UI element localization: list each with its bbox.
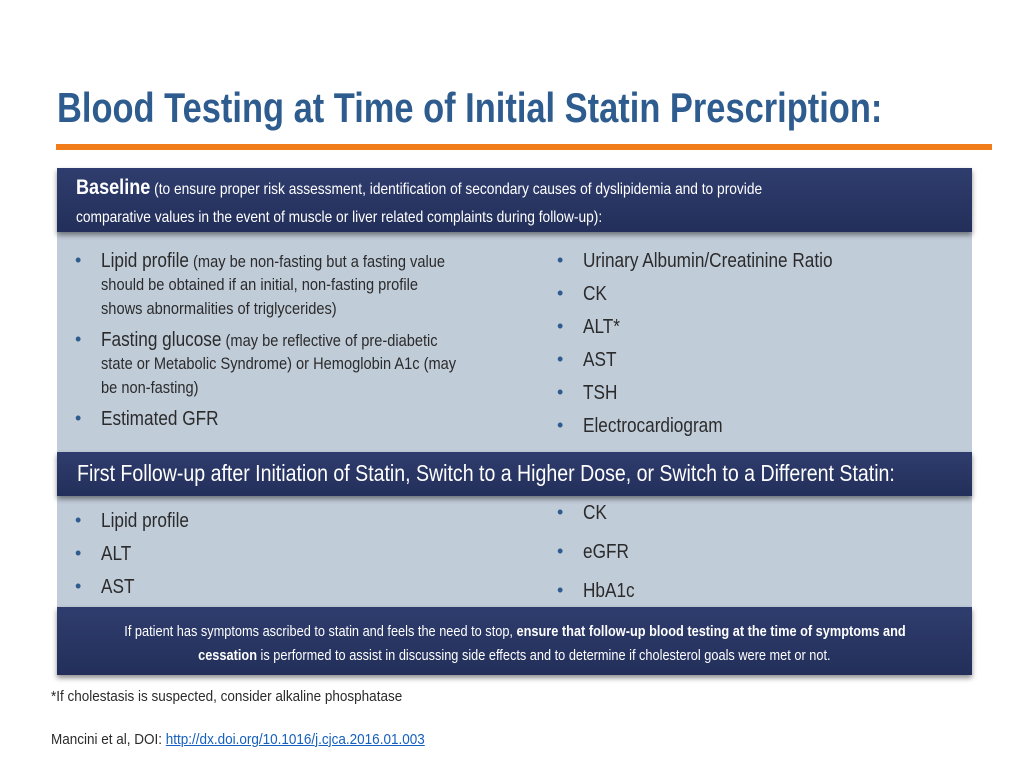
bullet-icon: • — [557, 283, 564, 303]
bullet-icon: • — [557, 541, 564, 561]
symptoms-note-banner: If patient has symptoms ascribed to stat… — [57, 607, 972, 675]
list-item: • Electrocardiogram — [557, 415, 723, 437]
baseline-left-list: • Lipid profile (may be non-fasting but … — [75, 250, 515, 439]
bullet-icon: • — [557, 349, 564, 369]
bullet-icon: • — [75, 543, 82, 563]
bullet-icon: • — [557, 415, 564, 435]
bullet-icon: • — [557, 382, 564, 402]
bullet-icon: • — [75, 329, 82, 349]
bullet-icon: • — [557, 502, 564, 522]
baseline-panel — [57, 225, 972, 452]
list-item: • HbA1c — [557, 580, 635, 602]
baseline-banner: Baseline (to ensure proper risk assessme… — [57, 168, 972, 232]
followup-heading: First Follow-up after Initiation of Stat… — [77, 460, 895, 486]
list-item: • ALT — [75, 543, 132, 565]
followup-panel — [57, 492, 972, 610]
slide-title: Blood Testing at Time of Initial Statin … — [57, 84, 883, 131]
list-item: • TSH — [557, 382, 618, 404]
bullet-icon: • — [557, 580, 564, 600]
bullet-icon: • — [75, 576, 82, 596]
list-item: • Lipid profile (may be non-fasting but … — [75, 250, 445, 318]
list-item: • Estimated GFR — [75, 408, 219, 430]
baseline-right-list: • Urinary Albumin/Creatinine Ratio • CK • A… — [557, 250, 967, 448]
bullet-icon: • — [557, 250, 564, 270]
followup-right-list: • CK • eGFR • HbA1c — [557, 502, 967, 619]
followup-left-list: • Lipid profile • ALT • AST — [75, 510, 515, 609]
list-item: • CK — [557, 502, 607, 524]
followup-banner: First Follow-up after Initiation of Stat… — [57, 452, 972, 496]
list-item: • AST — [557, 349, 617, 371]
list-item: • Urinary Albumin/Creatinine Ratio — [557, 250, 833, 272]
list-item: • ALT* — [557, 316, 620, 338]
list-item: • CK — [557, 283, 607, 305]
list-item: • AST — [75, 576, 135, 598]
baseline-desc-line2: comparative values in the event of muscl… — [76, 209, 603, 226]
list-item: • Fasting glucose (may be reflective of … — [75, 329, 457, 397]
bullet-icon: • — [75, 408, 82, 428]
list-item: • eGFR — [557, 541, 629, 563]
baseline-heading: Baseline — [76, 176, 151, 199]
baseline-desc-line1: (to ensure proper risk assessment, ident… — [150, 181, 763, 198]
citation: Mancini et al, DOI: http://dx.doi.org/10… — [51, 731, 425, 748]
bullet-icon: • — [75, 250, 82, 270]
list-item: • Lipid profile — [75, 510, 189, 532]
bullet-icon: • — [75, 510, 82, 530]
doi-link[interactable]: http://dx.doi.org/10.1016/j.cjca.2016.01… — [165, 731, 425, 748]
title-divider — [56, 144, 992, 150]
footnote: *If cholestasis is suspected, consider a… — [51, 688, 403, 705]
bullet-icon: • — [557, 316, 564, 336]
